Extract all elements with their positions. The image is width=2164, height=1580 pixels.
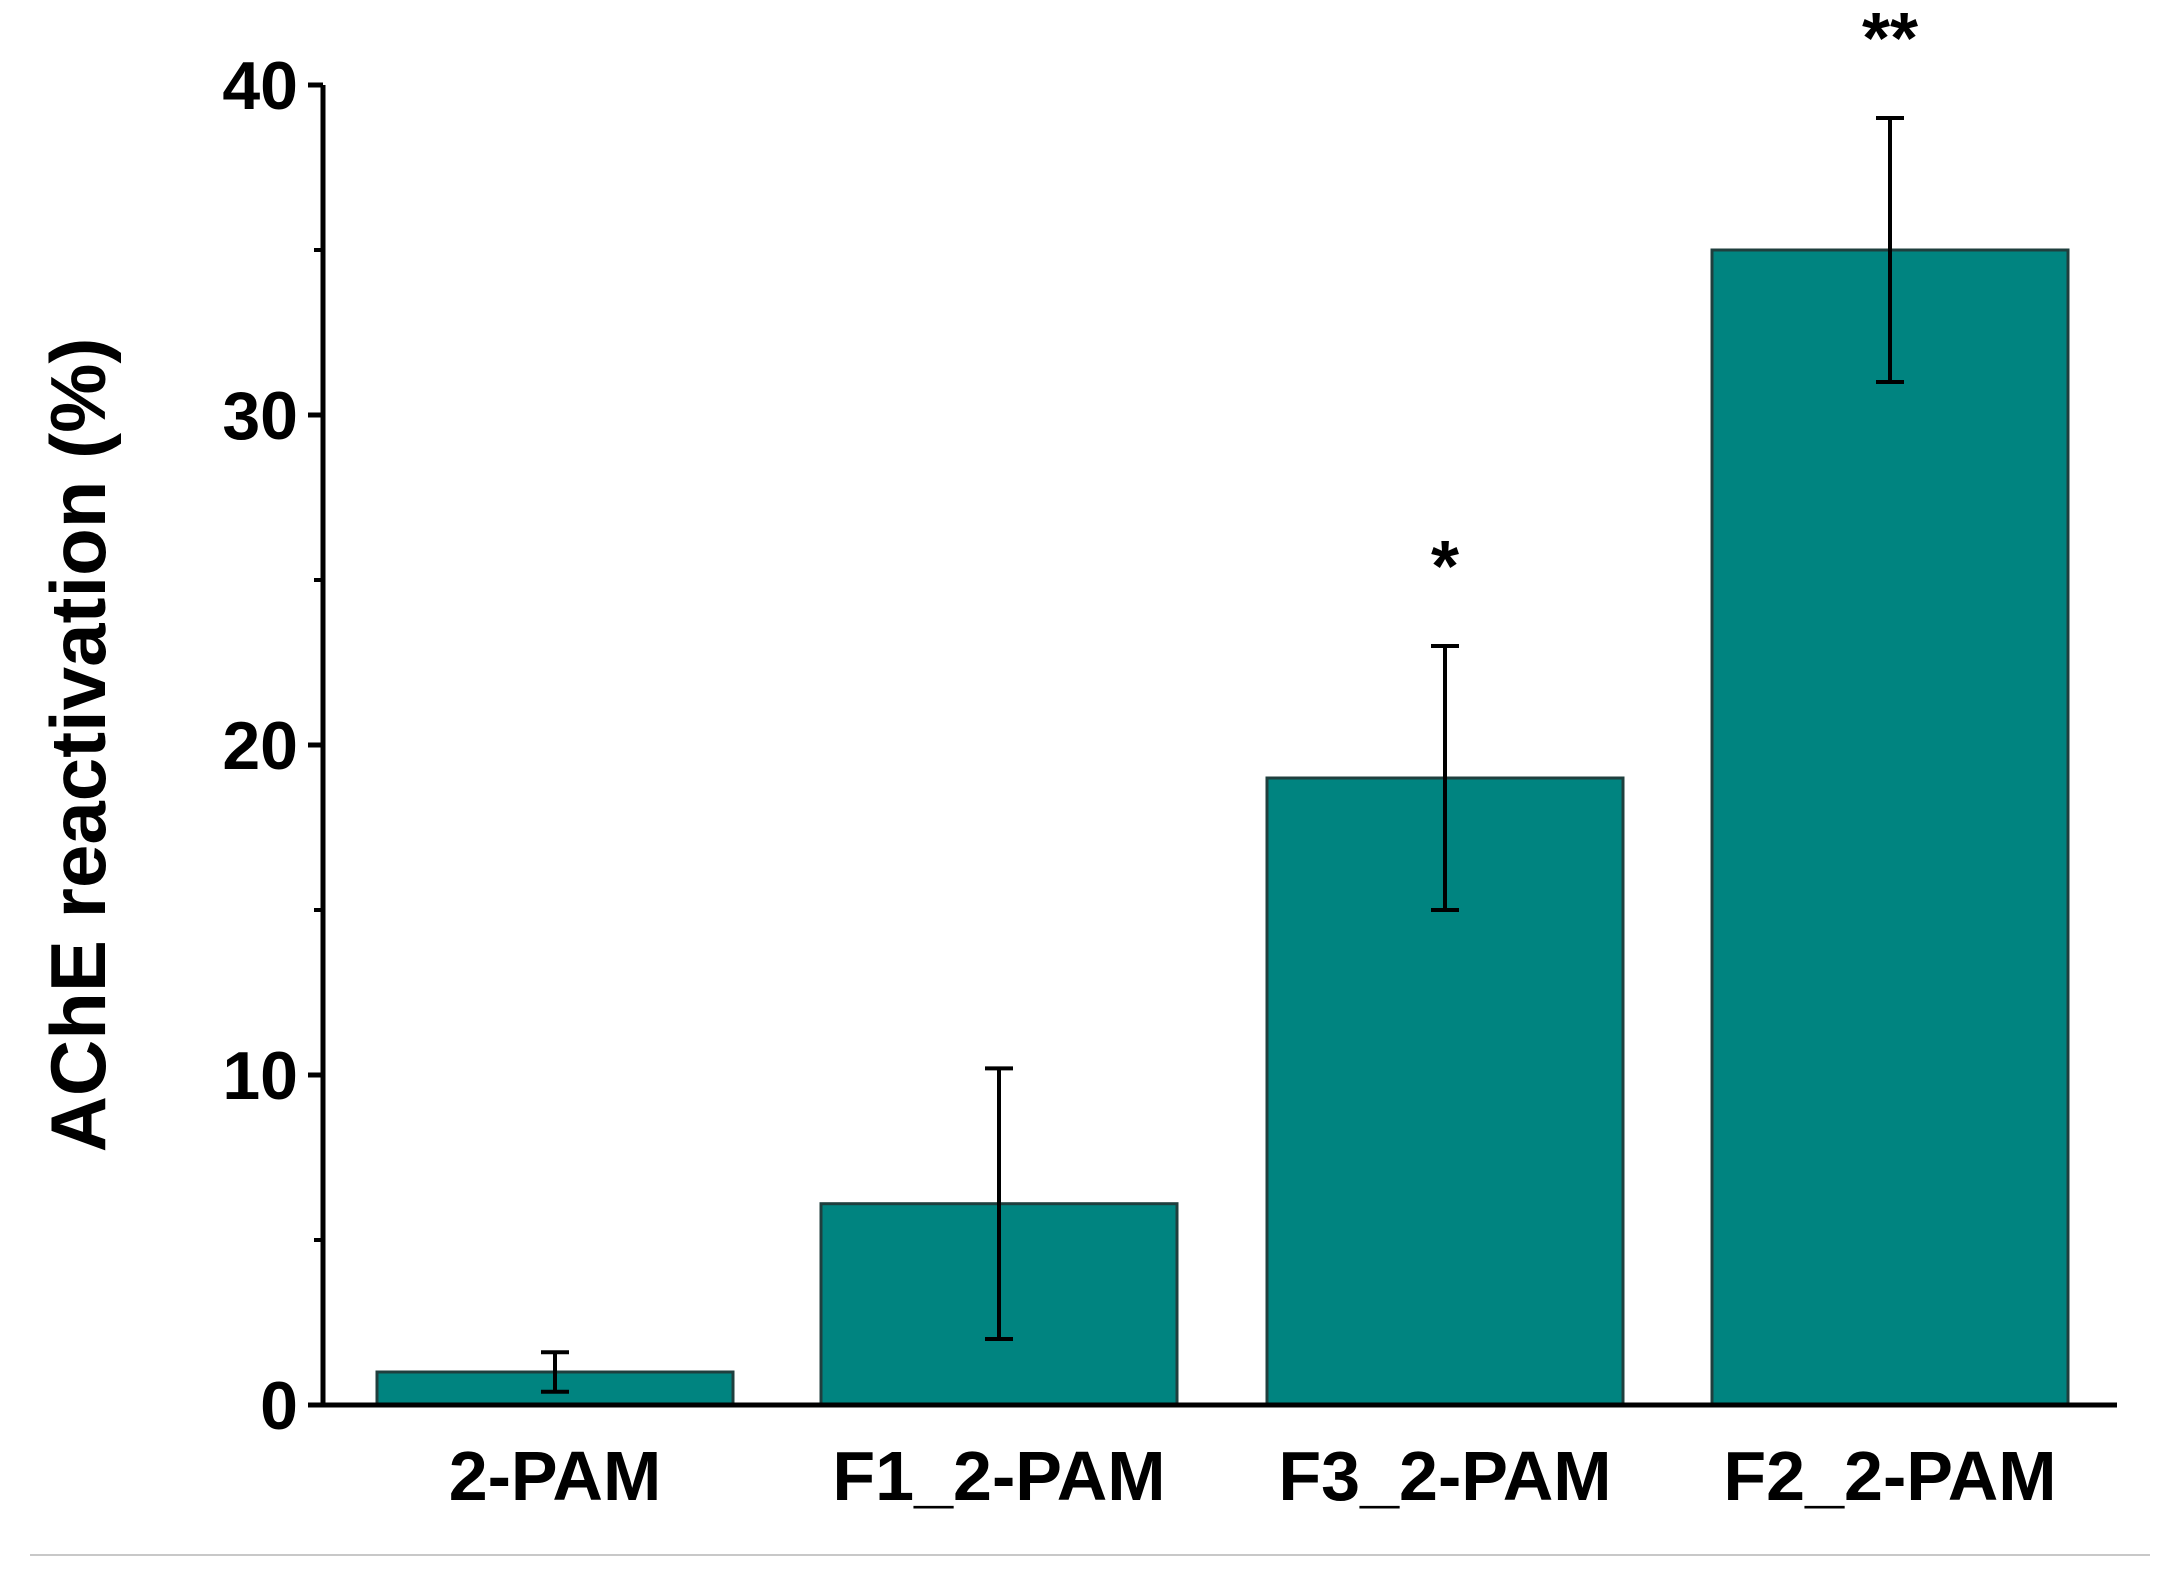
- y-axis-title: AChE reactivation (%): [34, 338, 122, 1153]
- significance-label: **: [1862, 0, 1918, 79]
- error-bar: [1876, 116, 1904, 384]
- error-bar: [1431, 644, 1459, 912]
- y-tick-label: 30: [222, 378, 298, 454]
- x-tick-labels-group: 2-PAM F1_2-PAM F3_2-PAM F2_2-PAM: [449, 1437, 2057, 1515]
- y-tick-label: 20: [222, 708, 298, 784]
- y-tick-label: 0: [260, 1368, 298, 1444]
- y-ticks-group: 0 10 20 30 40: [222, 48, 323, 1444]
- error-bars-group: [541, 116, 1904, 1394]
- y-tick-label: 10: [222, 1038, 298, 1114]
- x-tick-label: F2_2-PAM: [1723, 1437, 2056, 1515]
- bar-f2-2-pam: [1710, 248, 2070, 1407]
- error-bar: [985, 1066, 1013, 1341]
- significance-label: *: [1431, 527, 1459, 607]
- x-tick-label: F3_2-PAM: [1278, 1437, 1611, 1515]
- bars-group: [375, 248, 2070, 1407]
- error-bar: [541, 1350, 569, 1394]
- y-tick-label: 40: [222, 48, 298, 124]
- x-tick-label: F1_2-PAM: [832, 1437, 1165, 1515]
- x-tick-label: 2-PAM: [449, 1437, 662, 1515]
- significance-annotations-group: ***: [1431, 0, 1918, 607]
